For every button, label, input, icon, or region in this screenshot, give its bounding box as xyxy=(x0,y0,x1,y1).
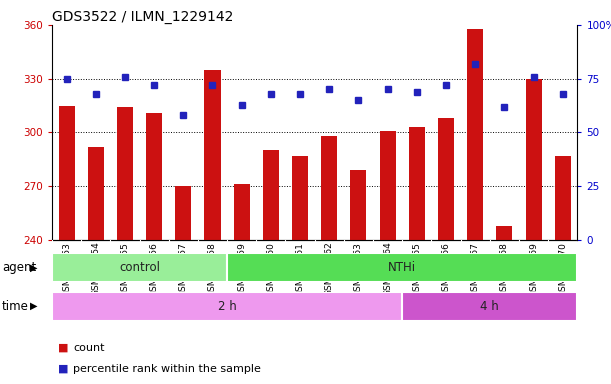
Bar xyxy=(467,28,483,240)
Text: GSM345365: GSM345365 xyxy=(412,242,422,296)
Text: GSM345362: GSM345362 xyxy=(325,242,334,296)
Bar xyxy=(438,118,454,240)
Text: GSM345363: GSM345363 xyxy=(354,242,363,296)
Text: GSM345367: GSM345367 xyxy=(470,242,480,296)
Bar xyxy=(263,151,279,240)
Bar xyxy=(117,108,133,240)
Text: ▶: ▶ xyxy=(30,301,37,311)
Text: time: time xyxy=(2,300,29,313)
Text: GSM345370: GSM345370 xyxy=(558,242,567,296)
Text: 2 h: 2 h xyxy=(218,300,236,313)
Bar xyxy=(205,70,221,240)
Text: percentile rank within the sample: percentile rank within the sample xyxy=(73,364,261,374)
Bar xyxy=(146,113,162,240)
Bar xyxy=(351,170,367,240)
Bar xyxy=(52,253,227,282)
Text: GDS3522 / ILMN_1229142: GDS3522 / ILMN_1229142 xyxy=(52,10,233,24)
Bar xyxy=(292,156,308,240)
Text: GSM345361: GSM345361 xyxy=(296,242,304,296)
Bar xyxy=(321,136,337,240)
Text: GSM345368: GSM345368 xyxy=(500,242,509,296)
Text: ■: ■ xyxy=(58,343,68,353)
Text: 4 h: 4 h xyxy=(480,300,499,313)
Bar xyxy=(496,226,513,240)
Text: control: control xyxy=(119,262,160,274)
Text: GSM345355: GSM345355 xyxy=(120,242,130,296)
Bar xyxy=(88,147,104,240)
Text: GSM345356: GSM345356 xyxy=(150,242,159,296)
Text: count: count xyxy=(73,343,105,353)
Text: GSM345360: GSM345360 xyxy=(266,242,276,296)
Text: GSM345366: GSM345366 xyxy=(442,242,450,296)
Text: GSM345353: GSM345353 xyxy=(62,242,71,296)
Text: agent: agent xyxy=(2,262,36,274)
Bar xyxy=(379,131,396,240)
Bar xyxy=(402,292,577,321)
Text: GSM345357: GSM345357 xyxy=(179,242,188,296)
Text: GSM345358: GSM345358 xyxy=(208,242,217,296)
Text: GSM345359: GSM345359 xyxy=(237,242,246,296)
Text: ▶: ▶ xyxy=(30,263,37,273)
Bar xyxy=(52,292,402,321)
Bar xyxy=(175,186,191,240)
Bar xyxy=(525,79,541,240)
Text: GSM345354: GSM345354 xyxy=(91,242,100,296)
Bar xyxy=(555,156,571,240)
Text: GSM345364: GSM345364 xyxy=(383,242,392,296)
Bar xyxy=(409,127,425,240)
Text: GSM345369: GSM345369 xyxy=(529,242,538,296)
Text: NTHi: NTHi xyxy=(388,262,416,274)
Bar xyxy=(227,253,577,282)
Bar xyxy=(233,184,250,240)
Text: ■: ■ xyxy=(58,364,68,374)
Bar xyxy=(59,106,75,240)
